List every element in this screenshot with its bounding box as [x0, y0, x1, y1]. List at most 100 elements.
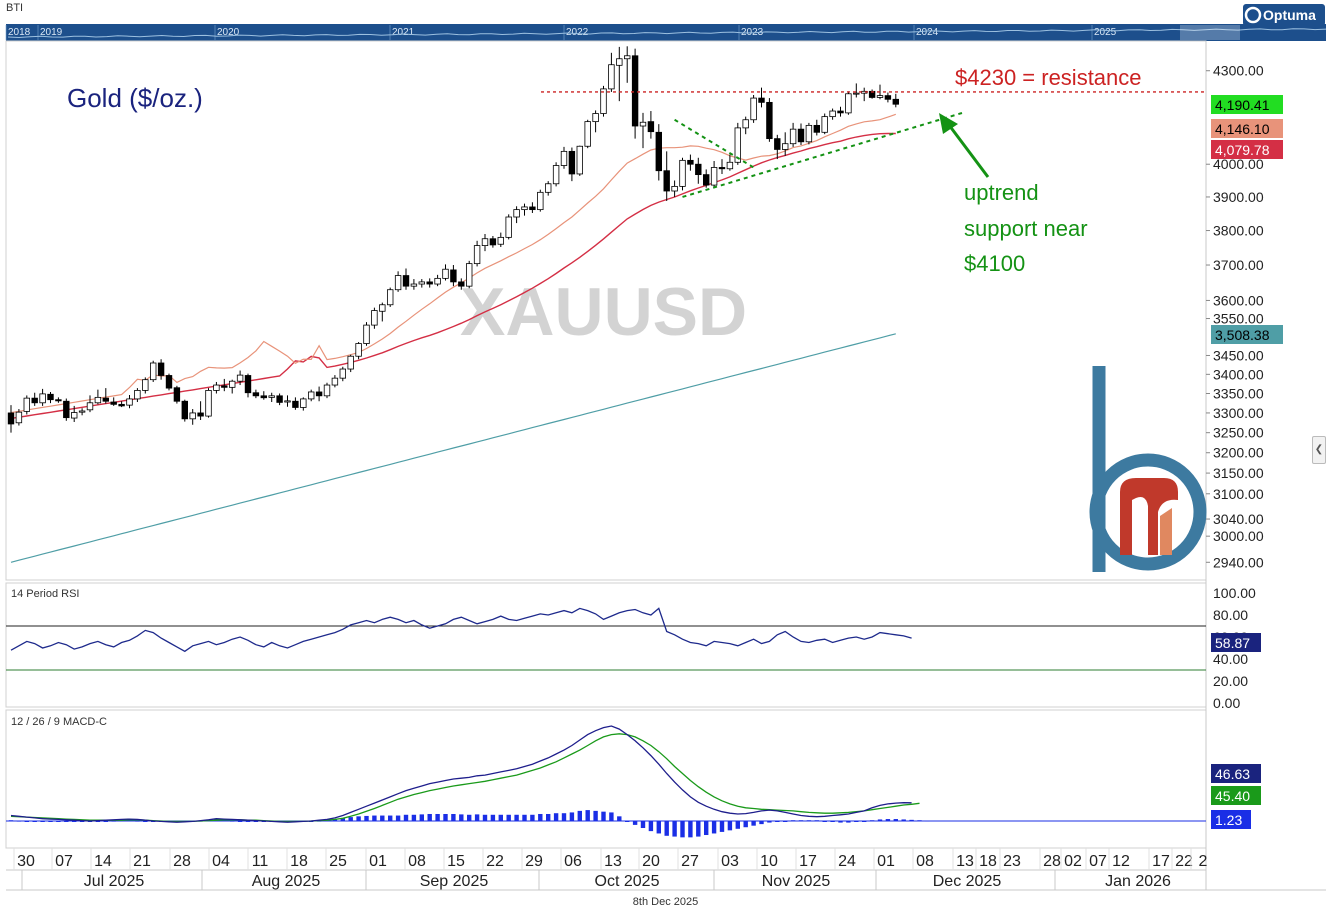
candle-up[interactable]: [78, 410, 86, 413]
candle-up[interactable]: [505, 216, 512, 238]
candle-up[interactable]: [789, 128, 797, 145]
candle-up[interactable]: [236, 374, 244, 382]
candle-up[interactable]: [537, 191, 544, 211]
panel-collapse-chevron-icon[interactable]: ❮: [1312, 436, 1326, 464]
candle-up[interactable]: [394, 275, 402, 291]
candle-up[interactable]: [386, 289, 394, 306]
candle-up[interactable]: [829, 110, 836, 118]
candle-down[interactable]: [244, 375, 252, 394]
candle-up[interactable]: [307, 391, 315, 400]
candle-up[interactable]: [347, 355, 354, 370]
candle-up[interactable]: [473, 245, 481, 265]
candle-down[interactable]: [63, 400, 70, 419]
candle-up[interactable]: [363, 324, 370, 344]
candle-up[interactable]: [23, 397, 30, 412]
candle-down[interactable]: [687, 159, 694, 165]
candle-down[interactable]: [884, 95, 892, 100]
candle-up[interactable]: [608, 64, 615, 90]
candle-up[interactable]: [410, 283, 418, 287]
candle-up[interactable]: [331, 377, 339, 386]
candle-up[interactable]: [15, 411, 23, 424]
candle-down[interactable]: [7, 412, 15, 425]
candle-down[interactable]: [631, 55, 639, 127]
candlestick-series[interactable]: [7, 46, 899, 433]
candle-down[interactable]: [221, 385, 228, 388]
candle-down[interactable]: [703, 174, 710, 186]
candle-down[interactable]: [892, 98, 899, 105]
candle-down[interactable]: [31, 397, 38, 404]
candle-up[interactable]: [481, 238, 489, 247]
candle-up[interactable]: [734, 127, 741, 163]
candle-down[interactable]: [102, 397, 109, 402]
candle-down[interactable]: [655, 131, 662, 172]
candle-up[interactable]: [592, 113, 599, 123]
candle-up[interactable]: [86, 402, 94, 411]
candle-up[interactable]: [845, 93, 852, 114]
candle-up[interactable]: [679, 159, 686, 187]
candle-up[interactable]: [624, 55, 631, 60]
candle-down[interactable]: [529, 206, 536, 211]
candle-down[interactable]: [197, 412, 204, 417]
candle-down[interactable]: [402, 275, 410, 287]
candle-up[interactable]: [616, 58, 623, 66]
candle-up[interactable]: [497, 236, 504, 245]
candle-down[interactable]: [837, 110, 844, 114]
candle-up[interactable]: [805, 124, 813, 143]
candle-up[interactable]: [600, 88, 607, 114]
candle-down[interactable]: [292, 400, 299, 408]
candle-up[interactable]: [371, 310, 378, 326]
candle-up[interactable]: [545, 183, 552, 193]
candle-up[interactable]: [149, 362, 157, 381]
candle-up[interactable]: [750, 97, 757, 121]
candle-down[interactable]: [568, 150, 576, 175]
candle-down[interactable]: [450, 269, 457, 283]
candle-down[interactable]: [173, 387, 181, 402]
candle-up[interactable]: [726, 161, 734, 170]
candle-up[interactable]: [355, 343, 362, 357]
candle-up[interactable]: [742, 119, 749, 129]
candle-up[interactable]: [300, 398, 307, 408]
candle-up[interactable]: [552, 165, 560, 185]
candle-up[interactable]: [379, 304, 386, 312]
candle-down[interactable]: [110, 401, 117, 405]
candle-up[interactable]: [213, 384, 220, 391]
candle-up[interactable]: [94, 396, 102, 404]
candle-up[interactable]: [876, 95, 884, 98]
candle-up[interactable]: [584, 121, 591, 147]
overview-window[interactable]: [1180, 25, 1240, 40]
candle-up[interactable]: [284, 400, 291, 403]
candle-up[interactable]: [465, 263, 473, 287]
candle-up[interactable]: [126, 398, 133, 406]
candle-down[interactable]: [813, 124, 820, 133]
candle-down[interactable]: [458, 281, 465, 287]
candle-up[interactable]: [142, 379, 149, 391]
candle-up[interactable]: [228, 380, 236, 388]
candle-down[interactable]: [276, 395, 283, 403]
candle-down[interactable]: [252, 392, 260, 397]
candle-down[interactable]: [695, 163, 702, 176]
candle-up[interactable]: [521, 206, 528, 211]
candle-down[interactable]: [489, 238, 497, 246]
candle-down[interactable]: [774, 138, 781, 150]
candle-up[interactable]: [639, 121, 647, 127]
candle-up[interactable]: [442, 268, 449, 279]
candle-up[interactable]: [434, 277, 441, 285]
candle-down[interactable]: [118, 403, 125, 407]
candle-down[interactable]: [758, 97, 765, 103]
candle-up[interactable]: [710, 167, 718, 186]
candle-down[interactable]: [718, 167, 726, 170]
candle-up[interactable]: [71, 412, 78, 419]
candle-up[interactable]: [782, 143, 789, 150]
candle-up[interactable]: [39, 393, 46, 404]
candle-down[interactable]: [426, 281, 433, 285]
candle-down[interactable]: [157, 362, 165, 376]
candle-up[interactable]: [560, 150, 568, 166]
candle-down[interactable]: [663, 170, 670, 192]
candle-up[interactable]: [853, 92, 860, 95]
candle-down[interactable]: [47, 393, 54, 401]
candle-down[interactable]: [260, 395, 267, 399]
candle-down[interactable]: [315, 391, 323, 397]
overview-strip[interactable]: [6, 24, 1326, 41]
candle-up[interactable]: [134, 390, 141, 400]
